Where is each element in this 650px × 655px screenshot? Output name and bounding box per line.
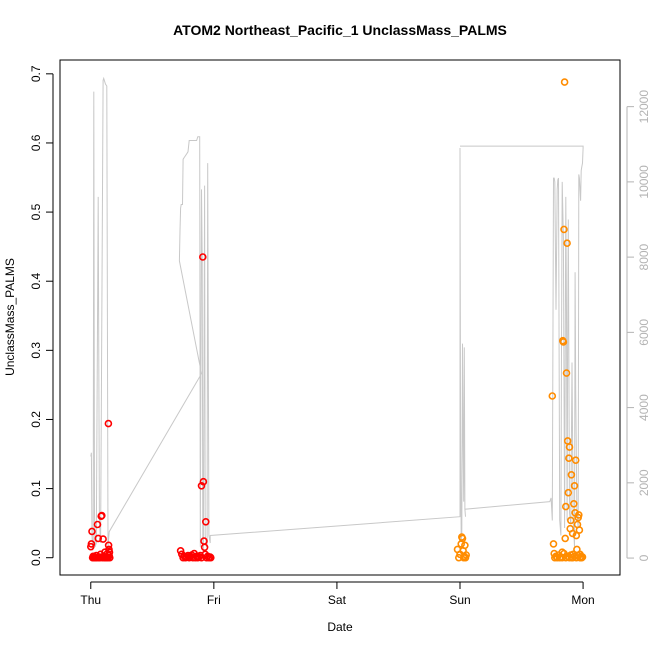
data-point [200,543,209,552]
data-point [207,553,215,562]
x-tick-label: Fri [207,593,221,607]
data-point [569,499,578,508]
y-right-tick-label: 12000 [637,90,650,124]
data-point [461,541,469,550]
data-point [576,553,584,562]
data-point [561,502,570,511]
data-point [88,527,96,536]
data-point [202,517,210,526]
data-point [104,419,113,428]
x-axis-label: Date [327,620,353,634]
data-point [572,531,581,540]
y-right-tick-label: 8000 [637,243,650,270]
data-point [93,520,102,529]
y-right-tick-label: 0 [637,554,650,561]
data-point [106,553,114,562]
y-right-tick-label: 2000 [637,469,650,496]
y-right-tick-label: 6000 [637,319,650,346]
data-point [202,553,211,562]
data-point [104,541,113,550]
data-point [564,488,573,497]
y-right-tick-label: 4000 [637,394,650,421]
data-point [561,534,570,543]
axes-layer: 0.0 0.1 0.2 0.3 0.4 0.5 0.6 0.7 0 2000 4000 6000 800… [29,65,650,607]
data-point [98,511,106,520]
data-point [565,454,573,463]
data-point [559,338,568,346]
altitude-layer [90,76,584,551]
y-tick-label: 0.5 [29,203,43,220]
data-point [458,534,467,543]
data-point [560,225,568,234]
data-point [548,392,557,400]
data-point [570,481,579,490]
data-point [567,470,576,479]
data-point [565,443,574,451]
data-point [94,534,102,543]
y-tick-label: 0.6 [29,134,43,151]
y-tick-label: 0.1 [29,480,43,497]
data-point [87,540,96,548]
data-point [560,78,569,86]
data-point [568,529,577,538]
x-tick-label: Mon [571,593,594,607]
x-tick-label: Thu [80,593,101,607]
data-point [197,481,206,490]
y-tick-label: 0.0 [29,549,43,566]
data-point [199,253,207,261]
data-point [462,551,471,559]
data-point [176,546,185,555]
y-tick-label: 0.4 [29,273,43,290]
y-tick-label: 0.3 [29,342,43,359]
data-point [566,516,575,525]
points-layer [87,78,587,562]
plot-frame [59,59,621,576]
chart-title: ATOM2 Northeast_Pacific_1 UnclassMass_PA… [173,22,507,38]
y-right-tick-label: 10000 [637,165,650,199]
data-point [99,535,107,543]
data-point [571,456,580,465]
data-point [199,477,208,486]
altitude-line [90,76,584,551]
data-point [575,526,584,534]
y-tick-label: 0.7 [29,65,43,82]
data-point [574,511,583,519]
x-tick-label: Sat [328,593,347,607]
x-tick-label: Sun [449,593,470,607]
data-point [549,540,558,548]
y-tick-label: 0.2 [29,411,43,428]
data-point [562,369,571,377]
data-point [563,239,571,247]
y-axis-label: UnclassMass_PALMS [3,258,17,376]
